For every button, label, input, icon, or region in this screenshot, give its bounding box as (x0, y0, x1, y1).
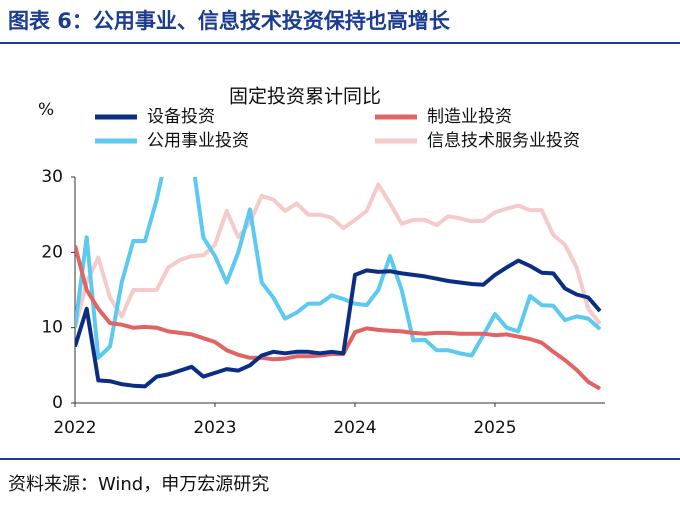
x-tick-label: 2022 (53, 418, 96, 438)
series-line (75, 258, 602, 389)
y-axis-label: % (38, 100, 54, 120)
y-tick-label: 30 (41, 167, 63, 187)
plot-area (75, 177, 602, 391)
source: 资料来源：Wind，申万宏源研究 (8, 474, 269, 495)
y-tick-label: 10 (41, 318, 63, 338)
y-tick-label: 0 (52, 393, 63, 413)
x-tick-label: 2025 (473, 418, 516, 438)
page-title: 图表 6：公用事业、信息技术投资保持也高增长 (8, 9, 451, 33)
x-tick-label: 2024 (333, 418, 376, 438)
legend-label: 设备投资 (147, 107, 215, 127)
x-tick-label: 2023 (193, 418, 236, 438)
legend-label: 信息技术服务业投资 (427, 131, 580, 151)
chart-title: 固定投资累计同比 (229, 86, 381, 108)
series-line (75, 177, 602, 360)
legend-label: 公用事业投资 (147, 131, 249, 151)
series-line (75, 182, 602, 329)
legend-label: 制造业投资 (427, 107, 512, 127)
y-tick-label: 20 (41, 242, 63, 262)
